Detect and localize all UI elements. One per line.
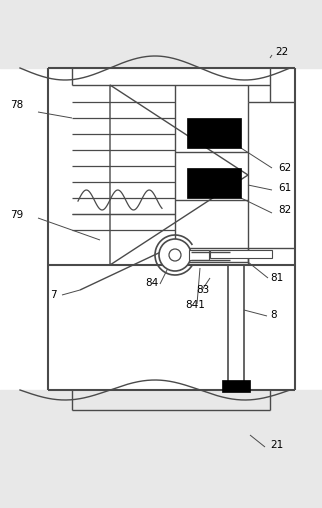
Text: 83: 83 xyxy=(196,285,209,295)
Circle shape xyxy=(169,249,181,261)
Circle shape xyxy=(159,239,191,271)
Text: 61: 61 xyxy=(278,183,291,193)
Text: 78: 78 xyxy=(10,100,23,110)
Text: 62: 62 xyxy=(278,163,291,173)
Bar xyxy=(187,118,241,148)
Text: 22: 22 xyxy=(275,47,288,57)
Polygon shape xyxy=(110,85,248,265)
Text: 82: 82 xyxy=(278,205,291,215)
Bar xyxy=(210,250,272,258)
Text: 79: 79 xyxy=(10,210,23,220)
Bar xyxy=(222,380,250,392)
Text: 21: 21 xyxy=(270,440,283,450)
Text: 81: 81 xyxy=(270,273,283,283)
Text: 7: 7 xyxy=(50,290,57,300)
Text: 8: 8 xyxy=(270,310,277,320)
Text: 841: 841 xyxy=(185,300,205,310)
Bar xyxy=(189,250,209,260)
Bar xyxy=(187,168,241,198)
Text: 84: 84 xyxy=(145,278,158,288)
